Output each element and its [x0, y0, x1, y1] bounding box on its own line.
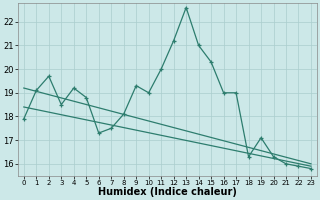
X-axis label: Humidex (Indice chaleur): Humidex (Indice chaleur) [98, 187, 237, 197]
